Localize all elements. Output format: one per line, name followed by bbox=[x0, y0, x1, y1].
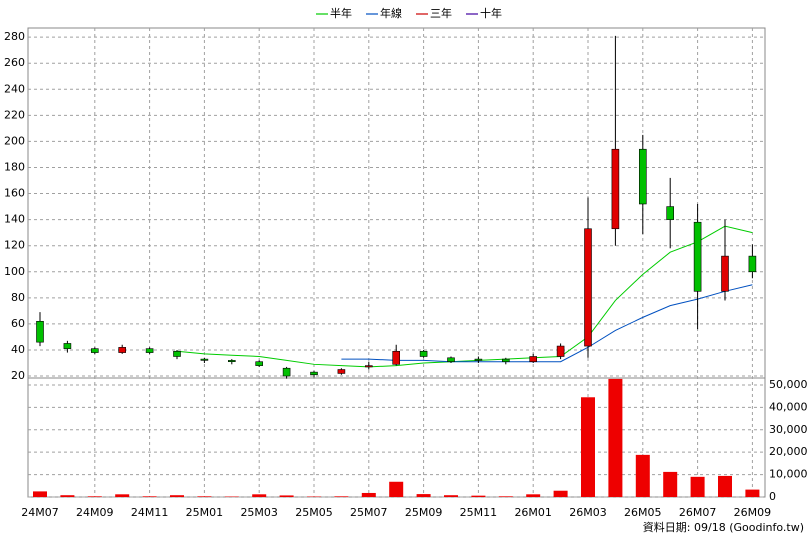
volume-bar bbox=[718, 475, 732, 497]
volume-bar bbox=[526, 494, 541, 497]
legend-label: 十年 bbox=[480, 6, 502, 20]
candle-body bbox=[611, 148, 620, 230]
source-note: 資料日期: 09/18 (Goodinfo.tw) bbox=[643, 520, 804, 534]
legend-label: 年線 bbox=[380, 6, 402, 20]
x-tick-label: 25M09 bbox=[405, 506, 443, 519]
candle-body bbox=[666, 206, 675, 220]
volume-bar bbox=[553, 490, 568, 497]
candle-body bbox=[173, 350, 181, 357]
x-tick-label: 24M09 bbox=[76, 506, 114, 519]
volume-bar bbox=[87, 496, 102, 497]
y-tick-label: 80 bbox=[11, 291, 25, 304]
volume-bar bbox=[690, 476, 705, 497]
plot-frame bbox=[27, 27, 766, 498]
candle-body bbox=[282, 367, 291, 377]
x-tick-label: 25M11 bbox=[460, 506, 498, 519]
candle-body bbox=[501, 358, 510, 363]
x-tick-label: 25M05 bbox=[295, 506, 333, 519]
volume-bar bbox=[361, 492, 376, 497]
y-tick-label: 260 bbox=[4, 56, 25, 69]
candle-body bbox=[337, 369, 346, 374]
y-tick-label: 280 bbox=[4, 30, 25, 43]
candle-body bbox=[584, 228, 592, 347]
volume-bar bbox=[60, 495, 75, 497]
y-tick-label: 180 bbox=[4, 160, 25, 173]
y-tick-label: 240 bbox=[4, 82, 25, 95]
candle-body bbox=[310, 371, 318, 376]
candle-body bbox=[419, 350, 428, 357]
volume-bar bbox=[444, 495, 458, 497]
y-tick-label: 100 bbox=[4, 265, 25, 278]
candle-body bbox=[474, 358, 483, 361]
y-tick-label: 220 bbox=[4, 108, 25, 121]
candle-body bbox=[364, 365, 373, 368]
y-tick-label: 60 bbox=[11, 317, 25, 330]
y2-tick-label: 30,000 bbox=[769, 423, 808, 436]
volume-bar bbox=[416, 494, 431, 497]
ma-line bbox=[341, 284, 753, 363]
candle-body bbox=[145, 348, 154, 353]
y2-tick-label: 0 bbox=[769, 490, 776, 503]
y2-tick-label: 10,000 bbox=[769, 468, 808, 481]
legend-label: 三年 bbox=[430, 6, 452, 20]
candle-body bbox=[748, 255, 757, 273]
x-tick-label: 24M11 bbox=[131, 506, 169, 519]
volume-bar bbox=[498, 496, 513, 497]
candle-body bbox=[721, 255, 729, 292]
y2-tick-label: 40,000 bbox=[769, 400, 808, 413]
volume-bar bbox=[115, 494, 130, 497]
x-tick-label: 26M01 bbox=[514, 506, 552, 519]
y2-tick-label: 50,000 bbox=[769, 378, 808, 391]
volume-bar bbox=[279, 495, 294, 497]
candle-body bbox=[228, 360, 236, 363]
volume-bar bbox=[33, 491, 47, 497]
candle-body bbox=[36, 320, 44, 343]
volume-bar bbox=[334, 496, 349, 497]
x-tick-label: 26M05 bbox=[624, 506, 662, 519]
candle-body bbox=[200, 358, 209, 361]
x-tick-label: 26M07 bbox=[679, 506, 717, 519]
volume-bar bbox=[197, 496, 212, 497]
y-tick-label: 140 bbox=[4, 213, 25, 226]
candle-body bbox=[91, 348, 99, 353]
candle-body bbox=[392, 350, 401, 365]
y-tick-label: 200 bbox=[4, 134, 25, 147]
candle-body bbox=[638, 148, 647, 205]
x-tick-label: 26M03 bbox=[569, 506, 607, 519]
volume-bar bbox=[170, 495, 184, 497]
candle-body bbox=[693, 221, 702, 292]
y-tick-label: 160 bbox=[4, 187, 25, 200]
y2-tick-label: 20,000 bbox=[769, 445, 808, 458]
volume-bar bbox=[745, 489, 760, 497]
x-tick-label: 25M01 bbox=[186, 506, 224, 519]
volume-bar bbox=[635, 454, 650, 497]
x-tick-label: 25M03 bbox=[240, 506, 278, 519]
candle-body bbox=[529, 356, 538, 363]
y-tick-label: 20 bbox=[11, 369, 25, 382]
y-tick-label: 40 bbox=[11, 343, 25, 356]
volume-bar bbox=[252, 494, 267, 497]
volume-bar bbox=[142, 496, 157, 497]
candle-body bbox=[556, 345, 565, 357]
candle-body bbox=[447, 357, 455, 363]
volume-bar bbox=[663, 471, 678, 497]
candle-body bbox=[118, 347, 126, 353]
x-tick-label: 24M07 bbox=[21, 506, 59, 519]
ma-line bbox=[176, 225, 753, 368]
volume-bar bbox=[608, 378, 623, 497]
x-tick-label: 25M07 bbox=[350, 506, 388, 519]
volume-bar bbox=[581, 397, 595, 497]
volume-bar bbox=[389, 481, 404, 497]
volume-bar bbox=[471, 495, 486, 497]
legend-label: 半年 bbox=[330, 6, 352, 20]
candle-body bbox=[63, 343, 72, 349]
y-tick-label: 120 bbox=[4, 239, 25, 252]
candle-body bbox=[255, 361, 263, 366]
x-tick-label: 26M09 bbox=[734, 506, 772, 519]
